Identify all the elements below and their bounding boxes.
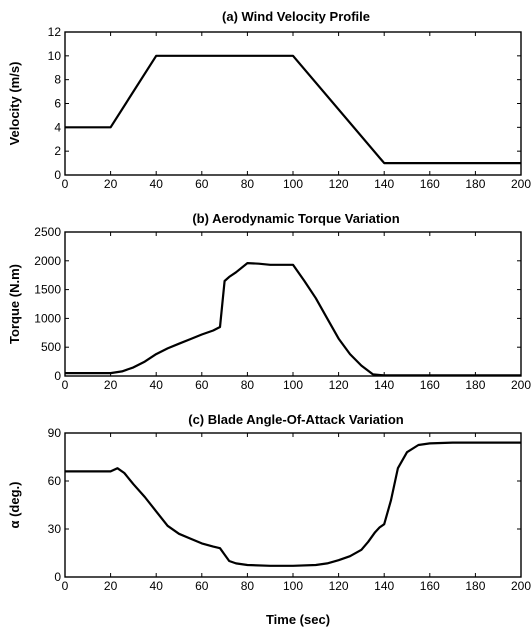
panel-a-curve [65,54,521,165]
panel-c-series-line [65,441,521,567]
panel-a-title: (a) Wind Velocity Profile [222,9,370,24]
panel-c-y-axis-label-text: α (deg.) [7,482,22,529]
panel-a-y-tick-label: 6 [54,97,61,111]
panel-c-x-tick-label: 40 [150,579,164,593]
panel-a-y-axis-label-text: Velocity (m/s) [7,62,22,146]
panel-c-y-tick-label: 0 [54,570,61,584]
panel-b-x-tick-label: 200 [511,378,531,392]
panel-c-x-tick-label: 20 [104,579,118,593]
panel-a-y-tick-label: 2 [54,144,61,158]
panel-aerodynamic-torque: (b) Aerodynamic Torque Variation Torque … [7,211,531,392]
panel-angle-of-attack: (c) Blade Angle-Of-Attack Variation α (d… [7,412,531,627]
panel-wind-velocity: (a) Wind Velocity Profile Velocity (m/s)… [7,9,531,191]
panel-b-y-tick-label: 500 [41,340,61,354]
panel-b-x-tick-label: 100 [283,378,303,392]
panel-a-axes-frame [64,31,522,176]
panel-c-x-tick-label: 0 [62,579,69,593]
panel-b-x-tick-label: 160 [420,378,440,392]
panel-b-x-tick-label: 0 [62,378,69,392]
panel-a-y-tick-label: 0 [54,168,61,182]
panel-b-y-tick-label: 1000 [34,311,61,325]
panel-c-y-tick-label: 60 [48,474,62,488]
panel-a-x-tick-label: 120 [329,177,349,191]
panel-b-x-tick-label: 180 [465,378,485,392]
panel-a-x-tick-label: 0 [62,177,69,191]
panel-b-y-tick-label: 2000 [34,254,61,268]
panel-b-series-line [65,262,521,377]
panel-b-y-axis-label-text: Torque (N.m) [7,264,22,344]
panel-a-y-axis-label: Velocity (m/s) [7,62,22,146]
panel-a-x-tick-label: 80 [241,177,255,191]
panel-c-x-tick-label: 60 [195,579,209,593]
panel-c-x-tick-label: 80 [241,579,255,593]
panel-c-ticks: 0 20 40 60 80 100 120 140 160 180 200 0 30 60 90 [48,426,531,593]
panel-b-axes-frame [64,231,522,377]
panel-a-y-tick-label: 8 [54,73,61,87]
panel-c-title: (c) Blade Angle-Of-Attack Variation [188,412,404,427]
panel-a-x-tick-label: 200 [511,177,531,191]
panel-b-title: (b) Aerodynamic Torque Variation [192,211,399,226]
panel-b-x-tick-label: 140 [374,378,394,392]
panel-b-ticks: 0 20 40 60 80 100 120 140 160 180 2000500100015002… [34,225,531,392]
panel-a-ticks: 0 20 40 60 80 100 120 140 160 180 200 0 2 4 6 8 10 12 [48,25,531,191]
panel-b-x-tick-label: 60 [195,378,209,392]
panel-c-x-tick-label: 200 [511,579,531,593]
panel-a-x-tick-label: 160 [420,177,440,191]
panel-c-y-tick-label: 90 [48,426,62,440]
panel-a-y-tick-label: 4 [54,120,61,134]
panel-a-x-tick-label: 40 [150,177,164,191]
panel-c-axes-frame [64,432,522,578]
panel-c-x-tick-label: 100 [283,579,303,593]
panel-a-x-tick-label: 20 [104,177,118,191]
panel-c-y-tick-label: 30 [48,522,62,536]
panel-c-x-tick-label: 140 [374,579,394,593]
panel-a-x-tick-label: 100 [283,177,303,191]
panel-b-x-tick-label: 120 [329,378,349,392]
panel-b-x-tick-label: 20 [104,378,118,392]
panel-b-x-tick-label: 80 [241,378,255,392]
panel-c-x-tick-label: 180 [465,579,485,593]
panel-a-x-tick-label: 180 [465,177,485,191]
panel-c-curve [65,441,521,567]
panel-a-y-tick-label: 12 [48,25,62,39]
panel-b-curve [65,262,521,377]
panel-c-x-tick-label: 120 [329,579,349,593]
panel-a-y-tick-label: 10 [48,49,62,63]
panel-b-y-tick-label: 1500 [34,283,61,297]
panel-a-x-tick-label: 140 [374,177,394,191]
panel-c-y-axis-label: α (deg.) [7,482,22,529]
panel-a-x-tick-label: 60 [195,177,209,191]
panel-b-y-tick-label: 0 [54,369,61,383]
panel-a-series-line [65,54,521,165]
panel-c-x-axis-label: Time (sec) [266,612,330,627]
panel-b-y-axis-label: Torque (N.m) [7,264,22,344]
panel-b-y-tick-label: 2500 [34,225,61,239]
panel-b-x-tick-label: 40 [150,378,164,392]
panel-c-x-tick-label: 160 [420,579,440,593]
